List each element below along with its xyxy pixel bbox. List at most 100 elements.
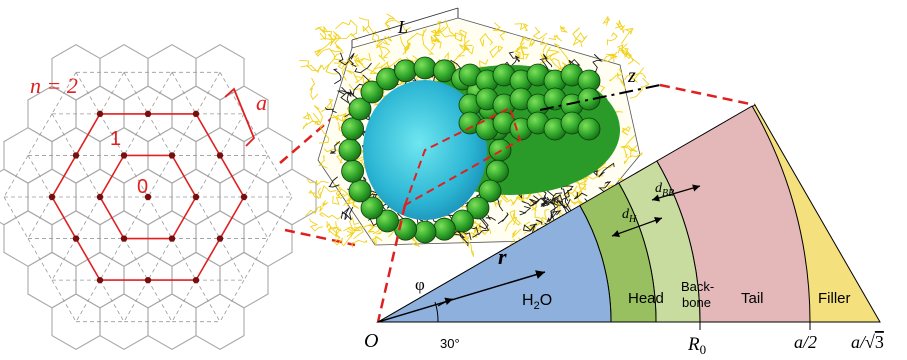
lattice-bond [147,279,173,322]
water-region [376,204,612,323]
chain [318,123,330,144]
chain [333,68,342,85]
chain [463,231,477,241]
lattice-bond [147,238,173,281]
lattice-labels: n = 2 1 0 a [30,73,267,198]
lattice-bond [219,238,245,281]
chain [472,220,482,233]
head-bead [485,159,509,183]
chain [549,195,561,205]
chain [605,51,618,60]
chain [489,45,504,59]
lattice-site [168,235,176,242]
connector-bottom [284,228,356,247]
z-axis-label: z [627,65,636,87]
z-axis [539,84,661,111]
lattice-bond [51,279,77,322]
chain [549,53,566,73]
shell-1-label: 1 [110,128,121,150]
chain [322,200,329,207]
chain [321,98,334,113]
chain [328,176,340,188]
chain [302,121,320,130]
chain [620,145,638,152]
lattice-bond [27,238,53,281]
filler-label: Filler [818,290,851,307]
lattice-bond [243,155,269,198]
chain [539,54,553,68]
chain [348,52,357,67]
head-bead [394,59,418,83]
lattice-bond [51,238,77,281]
head-bead [478,179,502,203]
lattice-bond [171,238,197,281]
lattice-site [216,235,224,242]
lattice-bond [147,72,173,115]
chain [532,26,548,40]
chain [344,206,354,221]
head-bead [338,138,362,162]
lattice-bond [27,196,53,239]
lattice-bond [195,155,221,198]
head-bead [577,117,601,141]
lattice-bond [99,279,125,322]
lattice-bond [99,113,125,156]
lattice-bond [75,155,101,198]
lattice-bond [147,196,173,239]
chain [306,179,329,186]
chain [621,126,631,136]
chain [602,15,611,26]
chain [324,107,337,113]
head-bead [360,80,384,104]
lattice-bond [99,238,125,281]
chain [314,48,342,61]
lattice-bond [195,279,221,322]
wedge-diagram: r φ 30° H2O Head Back- bone Tail Filler … [364,104,884,357]
chain [598,162,615,178]
chain [372,223,383,235]
head-bead [341,159,365,183]
chain [595,165,613,172]
chain [335,19,358,37]
chain [543,202,556,219]
lattice-bond [123,238,149,281]
chain [592,54,603,74]
angle-arc [434,301,439,323]
origin-label: O [364,330,378,352]
lattice-bond [99,72,125,115]
chain [382,35,392,46]
lattice-site [192,110,200,118]
head-group-beads [338,56,601,244]
chain [432,19,449,41]
a-root3-label: a/√3 [851,332,884,352]
chain [318,155,328,169]
lattice-bond [267,196,293,239]
chain [550,57,565,75]
chain [318,27,333,41]
chain [300,64,330,72]
chain [540,46,551,67]
chain [623,134,636,158]
chain [540,189,547,200]
chain [329,114,340,122]
lattice-bond [75,196,101,239]
lattice-bond [123,72,149,115]
chain [328,226,340,238]
chain [493,22,507,41]
chain [333,60,347,70]
chain [454,32,463,42]
lattice-bond [147,113,173,156]
chain [332,31,341,50]
chain [514,22,529,32]
head-label: Head [628,290,664,307]
lattice-site [120,152,128,159]
chain [508,51,521,63]
chain [338,52,349,66]
chain [309,77,319,101]
water-label: H2O [522,292,552,312]
lattice-bond [147,155,173,198]
chain [630,67,644,83]
chain [354,57,365,67]
chain [539,37,549,61]
angle-label: 30° [440,336,460,351]
